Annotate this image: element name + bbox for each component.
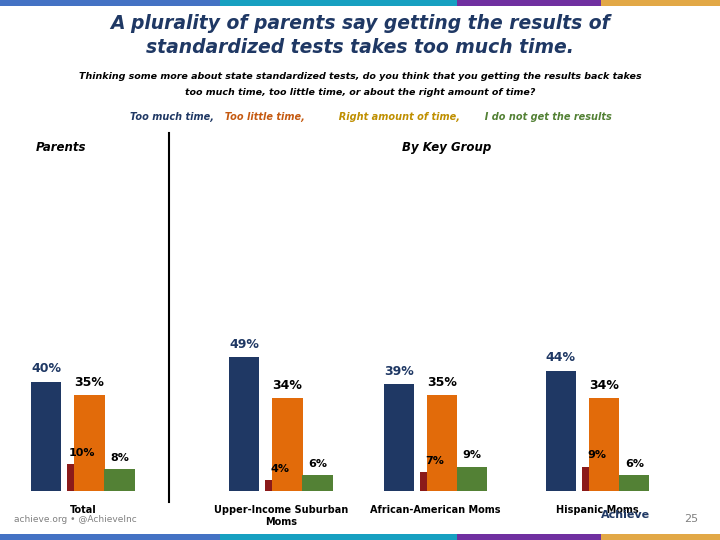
- Bar: [619, 475, 649, 491]
- Text: By Key Group: By Key Group: [402, 141, 491, 154]
- Text: Right amount of time,: Right amount of time,: [333, 112, 460, 122]
- Bar: [31, 382, 61, 491]
- Text: 9%: 9%: [463, 450, 482, 461]
- Text: Too much time,: Too much time,: [130, 112, 214, 122]
- Bar: [427, 395, 457, 491]
- Text: Achieve: Achieve: [601, 510, 650, 521]
- Text: Thinking some more about state standardized tests, do you think that you getting: Thinking some more about state standardi…: [78, 72, 642, 82]
- Text: 39%: 39%: [384, 365, 414, 378]
- Bar: [457, 467, 487, 491]
- Bar: [272, 398, 302, 491]
- Text: 35%: 35%: [428, 376, 457, 389]
- Text: 6%: 6%: [625, 458, 644, 469]
- Text: 40%: 40%: [31, 362, 61, 375]
- Text: standardized tests takes too much time.: standardized tests takes too much time.: [146, 38, 574, 57]
- Bar: [384, 384, 414, 491]
- Text: 35%: 35%: [75, 376, 104, 389]
- Text: 10%: 10%: [68, 448, 95, 457]
- Text: 34%: 34%: [590, 379, 619, 392]
- Text: 49%: 49%: [229, 338, 259, 351]
- Text: Hispanic Moms: Hispanic Moms: [557, 504, 639, 515]
- Bar: [302, 475, 333, 491]
- Bar: [546, 371, 576, 491]
- Text: 44%: 44%: [546, 352, 576, 365]
- Text: 34%: 34%: [273, 379, 302, 392]
- Bar: [589, 398, 619, 491]
- Bar: [420, 472, 450, 491]
- Text: too much time, too little time, or about the right amount of time?: too much time, too little time, or about…: [185, 88, 535, 97]
- Text: African-American Moms: African-American Moms: [370, 504, 501, 515]
- Text: 9%: 9%: [588, 450, 606, 461]
- Text: 6%: 6%: [308, 458, 327, 469]
- Text: Parents: Parents: [36, 141, 86, 154]
- Bar: [74, 395, 104, 491]
- Text: Total: Total: [69, 504, 96, 515]
- Text: A plurality of parents say getting the results of: A plurality of parents say getting the r…: [110, 15, 610, 33]
- Bar: [104, 469, 135, 491]
- Bar: [67, 464, 97, 491]
- Bar: [582, 467, 612, 491]
- Text: 25: 25: [684, 514, 698, 524]
- Text: I do not get the results: I do not get the results: [478, 112, 612, 122]
- Bar: [265, 481, 295, 491]
- Text: Upper-Income Suburban
Moms: Upper-Income Suburban Moms: [214, 504, 348, 527]
- Text: Too little time,: Too little time,: [218, 112, 305, 122]
- Bar: [229, 357, 259, 491]
- Text: 7%: 7%: [426, 456, 444, 466]
- Text: achieve.org • @AchieveInc: achieve.org • @AchieveInc: [14, 515, 137, 524]
- Text: 8%: 8%: [110, 453, 129, 463]
- Text: 4%: 4%: [271, 464, 289, 474]
